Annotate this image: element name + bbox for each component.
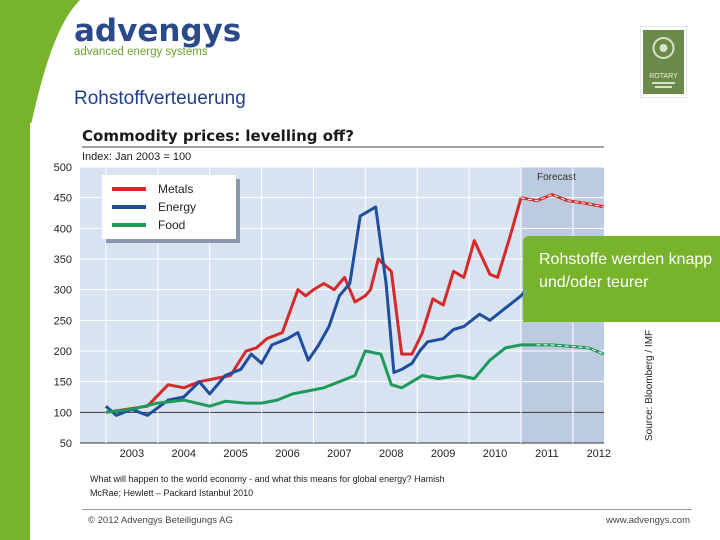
forecast-dash-metals bbox=[520, 194, 605, 208]
footer-url: www.advengys.com bbox=[606, 515, 690, 526]
forecast-dash-food bbox=[536, 344, 605, 355]
source-caption: What will happen to the world economy - … bbox=[90, 474, 445, 498]
chart-title: Commodity prices: levelling off? bbox=[82, 127, 354, 145]
logo-tagline: advanced energy systems bbox=[74, 46, 208, 58]
footer-copyright: © 2012 Advengys Beteiligungs AG bbox=[88, 515, 233, 526]
logo: advengys advanced energy systems bbox=[74, 14, 241, 58]
y-tick-label: 200 bbox=[54, 346, 72, 358]
x-tick-label: 2011 bbox=[535, 448, 559, 460]
x-tick-label: 2012 bbox=[587, 448, 611, 460]
brand-side-bar bbox=[0, 0, 30, 540]
y-tick-label: 50 bbox=[60, 438, 72, 450]
y-tick-label: 400 bbox=[54, 223, 72, 235]
rotary-badge-icon: ROTARY bbox=[640, 26, 687, 98]
x-tick-label: 2003 bbox=[120, 448, 144, 460]
chart-subtitle: Index: Jan 2003 = 100 bbox=[82, 151, 191, 163]
series-line-food bbox=[105, 343, 537, 414]
x-tick-label: 2010 bbox=[483, 448, 507, 460]
brand-corner-curve bbox=[30, 0, 80, 130]
commodity-price-chart: Commodity prices: levelling off? Index: … bbox=[30, 123, 660, 468]
x-tick-label: 2007 bbox=[327, 448, 351, 460]
x-tick-label: 2009 bbox=[431, 448, 455, 460]
x-tick-label: 2004 bbox=[172, 448, 196, 460]
logo-wordmark: advengys bbox=[74, 13, 242, 49]
y-tick-label: 100 bbox=[54, 407, 72, 419]
footer-divider bbox=[82, 509, 692, 510]
slide-title: Rohstoffverteuerung bbox=[74, 88, 246, 109]
x-tick-label: 2005 bbox=[223, 448, 247, 460]
x-tick-label: 2008 bbox=[379, 448, 403, 460]
x-tick-label: 2006 bbox=[275, 448, 299, 460]
y-tick-label: 450 bbox=[54, 193, 72, 205]
rotary-badge-label: ROTARY bbox=[649, 73, 678, 80]
callout-box: Rohstoffe werden knapp und/oder teurer bbox=[523, 236, 720, 322]
series-line-metals bbox=[105, 197, 523, 414]
legend-label-metals: Metals bbox=[158, 182, 193, 196]
chart-source: Source: Bloomberg / IMF bbox=[644, 330, 655, 441]
y-tick-label: 150 bbox=[54, 377, 72, 389]
legend-label-energy: Energy bbox=[158, 200, 196, 214]
y-tick-label: 250 bbox=[54, 315, 72, 327]
y-tick-label: 300 bbox=[54, 285, 72, 297]
forecast-label: Forecast bbox=[537, 172, 576, 183]
y-tick-label: 350 bbox=[54, 254, 72, 266]
series-line-energy bbox=[104, 205, 538, 417]
y-tick-label: 500 bbox=[54, 162, 72, 174]
legend-label-food: Food bbox=[158, 218, 185, 232]
